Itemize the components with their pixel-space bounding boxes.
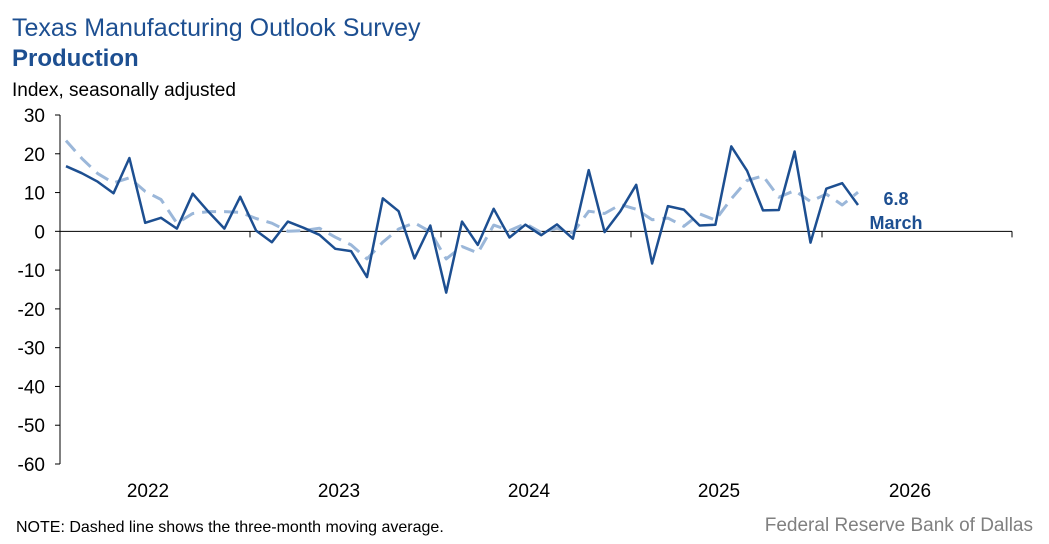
x-tick-label: 2022 [127,481,169,502]
y-tick-label: -20 [18,300,45,321]
chart-subtitle: Production [12,45,139,72]
y-tick-label: 0 [34,222,45,243]
axes [55,114,1013,465]
source-credit: Federal Reserve Bank of Dallas [764,515,1033,536]
y-tick-labels: 30 20 10 0 -10 -20 -30 -40 -50 -60 [18,106,45,476]
x-tick-labels: 2022 2023 2024 2025 2026 [127,481,931,502]
chart-title: Texas Manufacturing Outlook Survey [12,14,421,42]
x-tick-label: 2023 [318,481,360,502]
y-tick-label: 10 [24,184,45,205]
x-tick-label: 2024 [508,481,551,502]
y-axis-label: Index, seasonally adjusted [12,80,236,101]
moving-average-line [64,139,859,261]
y-tick-label: -60 [18,455,45,476]
x-tick-label: 2025 [698,481,740,502]
latest-month-label: March [869,213,922,233]
y-tick-label: -40 [18,377,45,398]
y-tick-label: 20 [24,145,45,166]
footnote: NOTE: Dashed line shows the three-month … [16,519,444,536]
y-tick-label: -30 [18,339,45,360]
production-index-line [65,145,860,294]
latest-value-label: 6.8 [883,189,908,209]
y-tick-label: -10 [18,261,45,282]
y-tick-label: 30 [24,106,45,127]
x-tick-label: 2026 [889,481,931,502]
series-lines [64,139,860,294]
y-tick-label: -50 [18,416,45,437]
